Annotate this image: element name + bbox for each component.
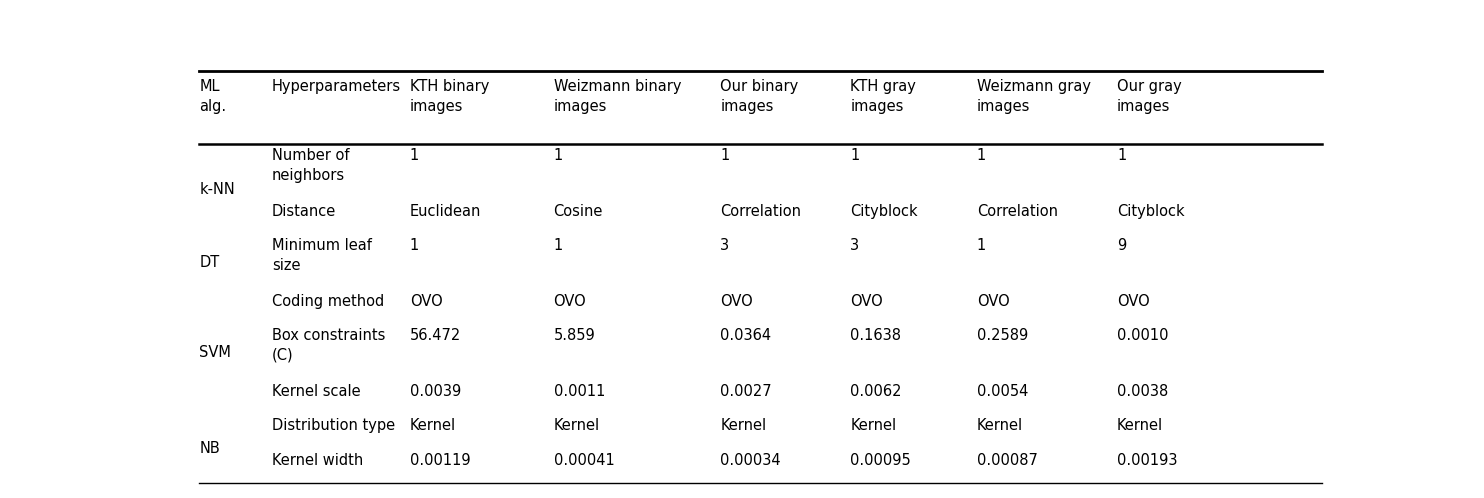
Text: 1: 1	[554, 148, 562, 163]
Text: Cosine: Cosine	[554, 204, 603, 219]
Text: 1: 1	[976, 148, 985, 163]
Text: Distribution type: Distribution type	[272, 418, 395, 433]
Text: 1: 1	[976, 238, 985, 253]
Text: 0.0027: 0.0027	[720, 384, 772, 399]
Text: Our gray
images: Our gray images	[1117, 79, 1181, 114]
Text: 0.0364: 0.0364	[720, 328, 772, 343]
Text: DT: DT	[199, 254, 220, 269]
Text: OVO: OVO	[410, 294, 442, 309]
Text: 5.859: 5.859	[554, 328, 595, 343]
Text: NB: NB	[199, 441, 220, 457]
Text: Coding method: Coding method	[272, 294, 384, 309]
Text: ML
alg.: ML alg.	[199, 79, 227, 114]
Text: Kernel: Kernel	[720, 418, 766, 433]
Text: Cityblock: Cityblock	[1117, 204, 1184, 219]
Text: Weizmann gray
images: Weizmann gray images	[976, 79, 1091, 114]
Text: 1: 1	[1117, 148, 1126, 163]
Text: 9: 9	[1117, 238, 1126, 253]
Text: Number of
neighbors: Number of neighbors	[272, 148, 349, 183]
Text: Kernel: Kernel	[410, 418, 456, 433]
Text: 1: 1	[410, 148, 418, 163]
Text: Euclidean: Euclidean	[410, 204, 481, 219]
Text: 0.00193: 0.00193	[1117, 453, 1178, 468]
Text: OVO: OVO	[554, 294, 586, 309]
Text: 0.00034: 0.00034	[720, 453, 781, 468]
Text: Cityblock: Cityblock	[850, 204, 919, 219]
Text: 1: 1	[410, 238, 418, 253]
Text: Kernel width: Kernel width	[272, 453, 364, 468]
Text: Our binary
images: Our binary images	[720, 79, 798, 114]
Text: OVO: OVO	[850, 294, 883, 309]
Text: 0.0054: 0.0054	[976, 384, 1028, 399]
Text: KTH gray
images: KTH gray images	[850, 79, 916, 114]
Text: Kernel: Kernel	[554, 418, 600, 433]
Text: Hyperparameters: Hyperparameters	[272, 79, 401, 94]
Text: 0.00095: 0.00095	[850, 453, 911, 468]
Text: 1: 1	[554, 238, 562, 253]
Text: SVM: SVM	[199, 345, 232, 360]
Text: Minimum leaf
size: Minimum leaf size	[272, 238, 371, 273]
Text: OVO: OVO	[1117, 294, 1150, 309]
Text: Kernel: Kernel	[976, 418, 1022, 433]
Text: Correlation: Correlation	[976, 204, 1058, 219]
Text: 3: 3	[850, 238, 859, 253]
Text: 0.0011: 0.0011	[554, 384, 605, 399]
Text: 0.2589: 0.2589	[976, 328, 1028, 343]
Text: Kernel scale: Kernel scale	[272, 384, 361, 399]
Text: Kernel: Kernel	[1117, 418, 1163, 433]
Text: 0.0038: 0.0038	[1117, 384, 1168, 399]
Text: Weizmann binary
images: Weizmann binary images	[554, 79, 681, 114]
Text: 1: 1	[720, 148, 730, 163]
Text: 56.472: 56.472	[410, 328, 462, 343]
Text: 0.0039: 0.0039	[410, 384, 462, 399]
Text: 0.00087: 0.00087	[976, 453, 1037, 468]
Text: Kernel: Kernel	[850, 418, 896, 433]
Text: KTH binary
images: KTH binary images	[410, 79, 490, 114]
Text: 0.1638: 0.1638	[850, 328, 901, 343]
Text: Correlation: Correlation	[720, 204, 801, 219]
Text: OVO: OVO	[976, 294, 1009, 309]
Text: 0.0062: 0.0062	[850, 384, 902, 399]
Text: Box constraints
(C): Box constraints (C)	[272, 328, 386, 363]
Text: OVO: OVO	[720, 294, 752, 309]
Text: k-NN: k-NN	[199, 182, 234, 197]
Text: 0.00119: 0.00119	[410, 453, 470, 468]
Text: 1: 1	[850, 148, 859, 163]
Text: Distance: Distance	[272, 204, 335, 219]
Text: 0.0010: 0.0010	[1117, 328, 1168, 343]
Text: 3: 3	[720, 238, 730, 253]
Text: 0.00041: 0.00041	[554, 453, 614, 468]
